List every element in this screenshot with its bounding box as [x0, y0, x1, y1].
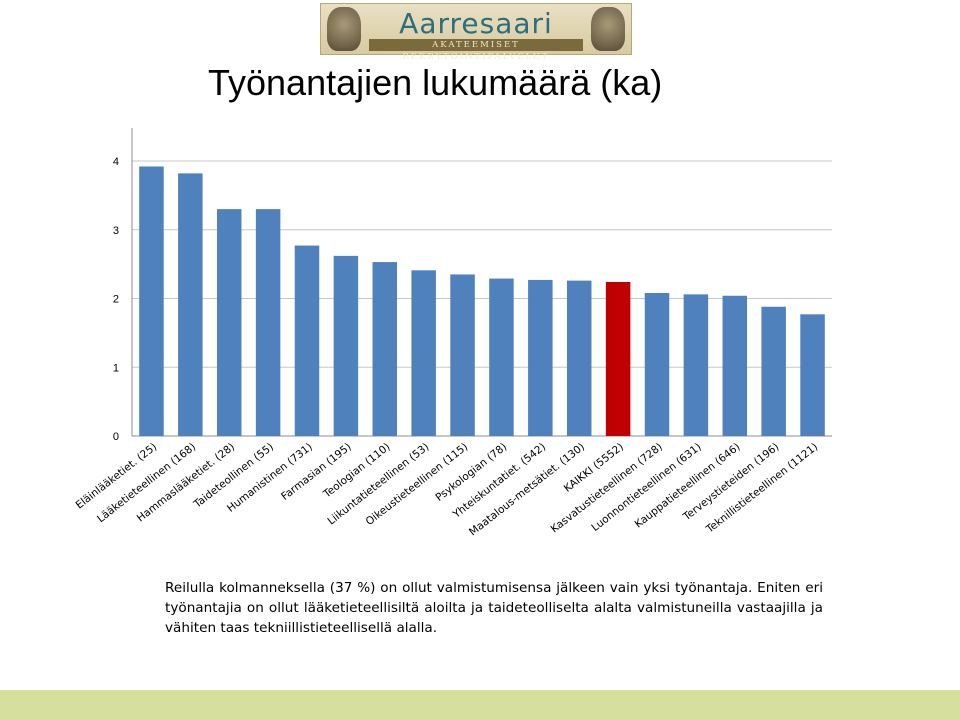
- bar: [139, 166, 164, 436]
- caption-text: Reilulla kolmanneksella (37 %) on ollut …: [165, 580, 823, 636]
- x-tick-label: Farmasian (195): [279, 441, 354, 503]
- bar: [411, 270, 436, 436]
- bar: [528, 279, 553, 436]
- bar: [333, 255, 359, 436]
- bar: [566, 280, 592, 436]
- bar: [178, 173, 203, 436]
- x-tick-label: Teologian (110): [321, 441, 393, 501]
- y-tick-label: 3: [113, 225, 119, 237]
- bar: [255, 209, 281, 436]
- bar: [644, 293, 670, 436]
- y-tick-label: 4: [113, 156, 119, 168]
- bar: [372, 262, 398, 436]
- logo-tagline: AKATEEMISET REKRYTOINTIPALVELUT: [369, 39, 583, 62]
- bar: [216, 209, 242, 436]
- y-tick-label: 2: [113, 294, 119, 306]
- bar: [605, 282, 631, 436]
- page-title: Työnantajien lukumäärä (ka): [208, 62, 663, 103]
- footer-band: [0, 690, 960, 720]
- bar: [450, 274, 475, 436]
- moai-head-left-icon: [327, 7, 361, 51]
- bar: [761, 306, 786, 436]
- bar: [489, 278, 514, 436]
- bar: [800, 314, 825, 436]
- bar: [722, 295, 748, 436]
- bar: [683, 294, 709, 436]
- moai-head-right-icon: [591, 7, 625, 51]
- logo: Aarresaari AKATEEMISET REKRYTOINTIPALVEL…: [320, 3, 632, 62]
- bar: [294, 245, 320, 436]
- logo-name: Aarresaari: [399, 7, 553, 40]
- y-tick-label: 0: [113, 431, 119, 443]
- y-tick-label: 1: [113, 362, 119, 374]
